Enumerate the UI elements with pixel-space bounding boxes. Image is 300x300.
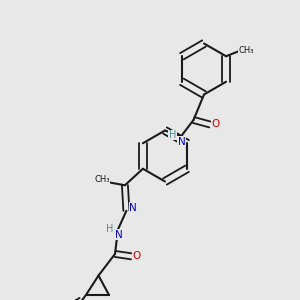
Text: O: O	[133, 251, 141, 261]
Text: O: O	[211, 119, 220, 130]
Text: H: H	[169, 130, 176, 140]
Text: N: N	[115, 230, 122, 240]
Text: CH₃: CH₃	[238, 46, 254, 55]
Text: N: N	[178, 137, 185, 147]
Text: H: H	[106, 224, 113, 234]
Text: N: N	[129, 203, 137, 213]
Text: CH₃: CH₃	[94, 175, 110, 184]
